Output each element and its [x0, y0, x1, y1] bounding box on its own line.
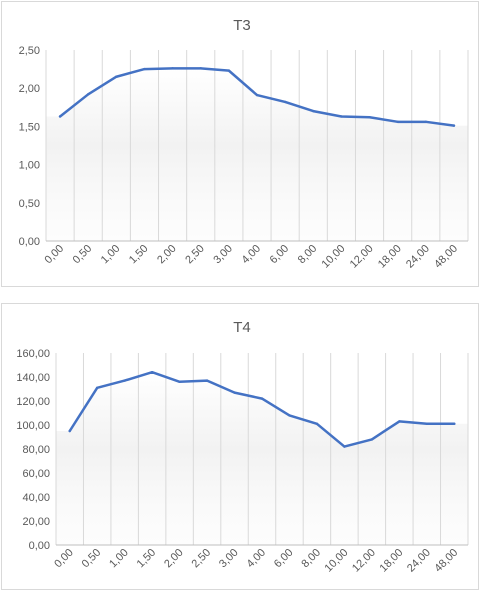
chart-t4-data-point: [178, 380, 181, 383]
chart-t4-data-point: [205, 379, 209, 382]
chart-t4-data-point: [425, 422, 428, 425]
chart-t4-data-point: [315, 422, 319, 425]
chart-t4-y-tick-label: 140,00: [16, 372, 50, 384]
chart-t4-x-tick-label: 0,50: [80, 547, 104, 571]
chart-t3-x-tick-label: 48,00: [432, 243, 460, 271]
chart-t4-x-tick-label: 10,00: [323, 547, 351, 575]
chart-t3-data-point: [227, 69, 231, 72]
chart-t3-data-point: [452, 124, 456, 127]
chart-t3-data-point: [58, 115, 62, 118]
chart-t3-x-tick-label: 1,00: [99, 243, 123, 267]
chart-t3-x-tick-label: 1,50: [127, 243, 151, 267]
chart-t3-data-point: [368, 116, 371, 119]
chart-t4-x-tick-label: 3,00: [217, 547, 241, 571]
chart-t4-x-tick-label: 1,50: [135, 547, 159, 571]
chart-t4-data-point: [370, 438, 374, 441]
chart-t4-y-tick-label: 0,00: [29, 540, 50, 552]
chart-t3-x-tick-label: 24,00: [404, 243, 432, 271]
chart-t4-plot-fill: [56, 372, 468, 545]
chart-t3-x-tick-label: 8,00: [296, 243, 320, 267]
chart-t4-x-tick-label: 2,50: [190, 547, 214, 571]
chart-t3-y-tick-label: 2,00: [19, 83, 40, 95]
chart-t3-data-point: [87, 93, 90, 96]
chart-t3-title: T3: [233, 17, 251, 34]
chart-t3-x-tick-label: 12,00: [348, 243, 376, 271]
chart-t3-data-point: [143, 67, 146, 71]
chart-t4-y-tick-label: 100,00: [16, 420, 50, 432]
chart-t3: T30,000,501,001,502,002,500,00 0,50 1,00 1,…: [19, 17, 469, 271]
chart-t4-x-tick-label: 8,00: [299, 547, 323, 571]
chart-t4-x-tick-label: 2,00: [162, 547, 186, 571]
chart-t3-x-tick-label: 3,00: [211, 243, 235, 267]
chart-t3-data-point: [283, 100, 287, 104]
chart-t3-panel: T3 0,00 0,50 1,00 1,50 2,00 2,50 0,00 0,50 1,00 1,…: [1, 1, 479, 287]
chart-t3-data-point: [340, 115, 343, 118]
chart-t3-y-tick-label: 0,50: [19, 198, 40, 210]
chart-t4-x-tick-label: 12,00: [350, 547, 378, 575]
chart-t4-x-tick-label: 4,00: [244, 547, 268, 571]
chart-t4-y-tick-label: 80,00: [22, 444, 50, 456]
chart-t4-y-tick-label: 40,00: [22, 492, 50, 504]
chart-t4-data-point: [288, 414, 291, 417]
chart-t4-x-tick-label: 18,00: [378, 547, 406, 575]
chart-t4-x-tick-label: 6,00: [272, 547, 296, 571]
chart-t3-y-tick-label: 2,50: [19, 45, 40, 57]
chart-t4-data-point: [260, 397, 264, 400]
chart-t3-x-tick-label: 2,00: [155, 243, 179, 267]
chart-t3-x-tick-label: 0,00: [43, 243, 67, 267]
chart-t3-y-tick-label: 1,00: [19, 160, 40, 172]
chart-t3-x-tick-label: 4,00: [239, 243, 263, 267]
chart-t3-data-point: [199, 67, 202, 70]
chart-t4-x-tick-label: 48,00: [432, 547, 460, 575]
chart-t3-plot-fill: [46, 68, 468, 241]
chart-t3-data-point: [312, 109, 315, 113]
chart-t4-data-point: [68, 429, 71, 433]
chart-t3-y-tick-label: 1,50: [19, 121, 40, 133]
chart-t4-data-point: [343, 445, 346, 448]
chart-t3-data-point: [115, 75, 118, 78]
chart-t4-panel: T4 0,00 20,00 40,00 60,00 80,00 100,00 120,00 14…: [1, 303, 479, 590]
chart-t3-data-point: [424, 120, 427, 124]
chart-t4-data-point: [96, 386, 99, 389]
chart-t3-data-point: [255, 93, 259, 97]
chart-t4: T4 0,00 20,00 40,00 60,00 80,00 100,00 120,00 14…: [16, 319, 469, 575]
chart-t4-x-tick-label: 0,00: [52, 547, 76, 571]
chart-t4-x-tick-label: 1,00: [107, 547, 131, 571]
chart-t4-data-point: [453, 422, 456, 425]
chart-t3-x-tick-label: 2,50: [183, 243, 207, 267]
chart-t3-y-tick-label: 0,00: [19, 236, 40, 248]
chart-t4-y-tick-label: 20,00: [22, 516, 50, 528]
chart-t4-y-tick-label: 120,00: [16, 396, 50, 408]
chart-t4-data-point: [398, 420, 401, 423]
chart-t4-data-point: [150, 371, 154, 374]
chart-t3-data-point: [171, 67, 174, 70]
chart-t4-data-point: [123, 379, 126, 382]
chart-t3-data-point: [396, 120, 399, 124]
chart-t4-title: T4: [233, 319, 251, 336]
chart-t3-x-tick-label: 10,00: [320, 243, 348, 271]
chart-t4-y-tick-label: 160,00: [16, 348, 50, 360]
chart-t4-y-tick-label: 60,00: [22, 468, 50, 480]
chart-t3-x-tick-label: 6,00: [268, 243, 292, 267]
chart-t3-x-tick-label: 18,00: [376, 243, 404, 271]
chart-t4-data-point: [233, 391, 236, 394]
chart-t4-x-tick-label: 24,00: [405, 547, 433, 575]
chart-t3-x-tick-label: 0,50: [71, 243, 95, 267]
